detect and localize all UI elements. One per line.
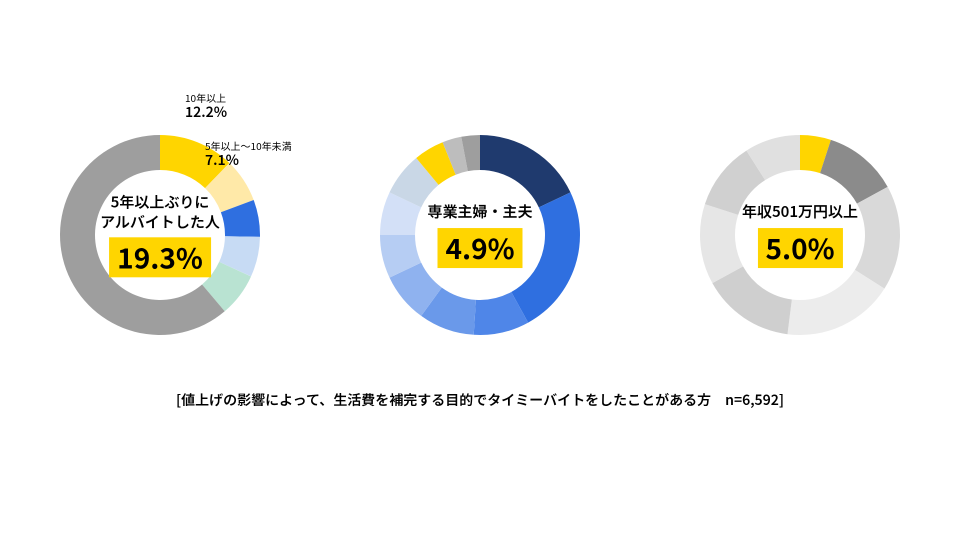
chart-occupation-donut xyxy=(365,120,595,350)
charts-row: 5年以上ぶりに アルバイトした人19.3%10年以上12.2%5年以上～10年未… xyxy=(0,100,960,370)
chart-years-annotation-1: 5年以上～10年未満7.1% xyxy=(205,140,292,169)
chart-years-annotation-1-value: 7.1% xyxy=(205,152,292,169)
chart-income-slice-2 xyxy=(855,187,900,289)
chart-income-slice-3 xyxy=(787,270,884,335)
chart-occupation-slice-1 xyxy=(511,192,580,322)
stage: 5年以上ぶりに アルバイトした人19.3%10年以上12.2%5年以上～10年未… xyxy=(0,0,960,540)
chart-income: 年収501万円以上5.0% xyxy=(650,100,950,370)
chart-occupation-slice-0 xyxy=(480,135,570,207)
chart-income-donut xyxy=(685,120,915,350)
chart-years-annotation-0-value: 12.2% xyxy=(185,104,227,121)
chart-years: 5年以上ぶりに アルバイトした人19.3%10年以上12.2%5年以上～10年未… xyxy=(10,100,310,370)
chart-years-annotation-0: 10年以上12.2% xyxy=(185,92,227,121)
chart-occupation: 専業主婦・主夫4.9% xyxy=(330,100,630,370)
caption-text: [値上げの影響によって、生活費を補完する目的でタイミーバイトをしたことがある方 … xyxy=(0,390,960,410)
